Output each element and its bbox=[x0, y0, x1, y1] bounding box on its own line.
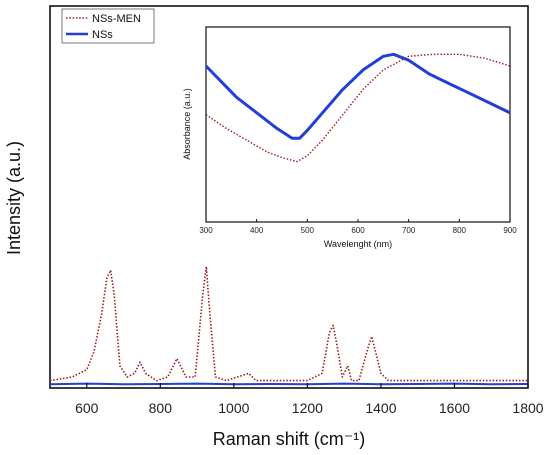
inset-chart: 300 400 500 600 700 800 900 Wavelenght (nm) Ab… bbox=[182, 26, 517, 249]
inset-x-axis-ticks: 300 400 500 600 700 800 900 bbox=[199, 219, 517, 235]
main-legend: NSs-MEN NSs bbox=[61, 8, 155, 44]
main-series-line-nss bbox=[49, 382, 529, 386]
inset-x-tick-label-700: 700 bbox=[402, 226, 416, 235]
main-series-layer bbox=[49, 265, 529, 386]
legend-label-nss: NSs bbox=[92, 29, 113, 41]
inset-x-tick-label-600: 600 bbox=[351, 226, 365, 235]
inset-x-tick-label-500: 500 bbox=[301, 226, 315, 235]
main-x-axis-label: Raman shift (cm⁻¹) bbox=[213, 429, 366, 449]
inset-x-tick-label-400: 400 bbox=[250, 226, 264, 235]
main-x-tick-label-1400: 1400 bbox=[365, 400, 396, 416]
main-x-tick-label-1000: 1000 bbox=[218, 400, 249, 416]
main-chart: 600 800 1000 1200 1400 1600 1800 Raman shift (… bbox=[4, 5, 544, 449]
main-x-tick-label-800: 800 bbox=[149, 400, 173, 416]
main-x-tick-label-600: 600 bbox=[75, 400, 99, 416]
legend-label-nss-men: NSs-MEN bbox=[92, 13, 141, 25]
main-x-axis-ticks: 600 800 1000 1200 1400 1600 1800 bbox=[75, 383, 544, 416]
inset-plot-frame bbox=[205, 26, 511, 223]
inset-series-layer bbox=[204, 52, 511, 163]
main-x-tick-label-1800: 1800 bbox=[512, 400, 543, 416]
main-plot-frame bbox=[49, 5, 529, 389]
legend-box bbox=[61, 8, 155, 44]
inset-y-axis-label: Absorbance (a.u.) bbox=[182, 88, 192, 160]
inset-series-line-nss bbox=[204, 52, 511, 140]
main-x-tick-label-1600: 1600 bbox=[439, 400, 470, 416]
inset-x-tick-label-300: 300 bbox=[199, 226, 213, 235]
inset-x-axis-label: Wavelenght (nm) bbox=[324, 239, 392, 249]
main-x-tick-label-1200: 1200 bbox=[292, 400, 323, 416]
inset-x-tick-label-800: 800 bbox=[453, 226, 467, 235]
main-series-line-nss-men bbox=[49, 265, 528, 382]
main-y-axis-label: Intensity (a.u.) bbox=[4, 141, 24, 255]
inset-series-line-nss-men bbox=[205, 53, 511, 163]
inset-x-tick-label-900: 900 bbox=[503, 226, 517, 235]
